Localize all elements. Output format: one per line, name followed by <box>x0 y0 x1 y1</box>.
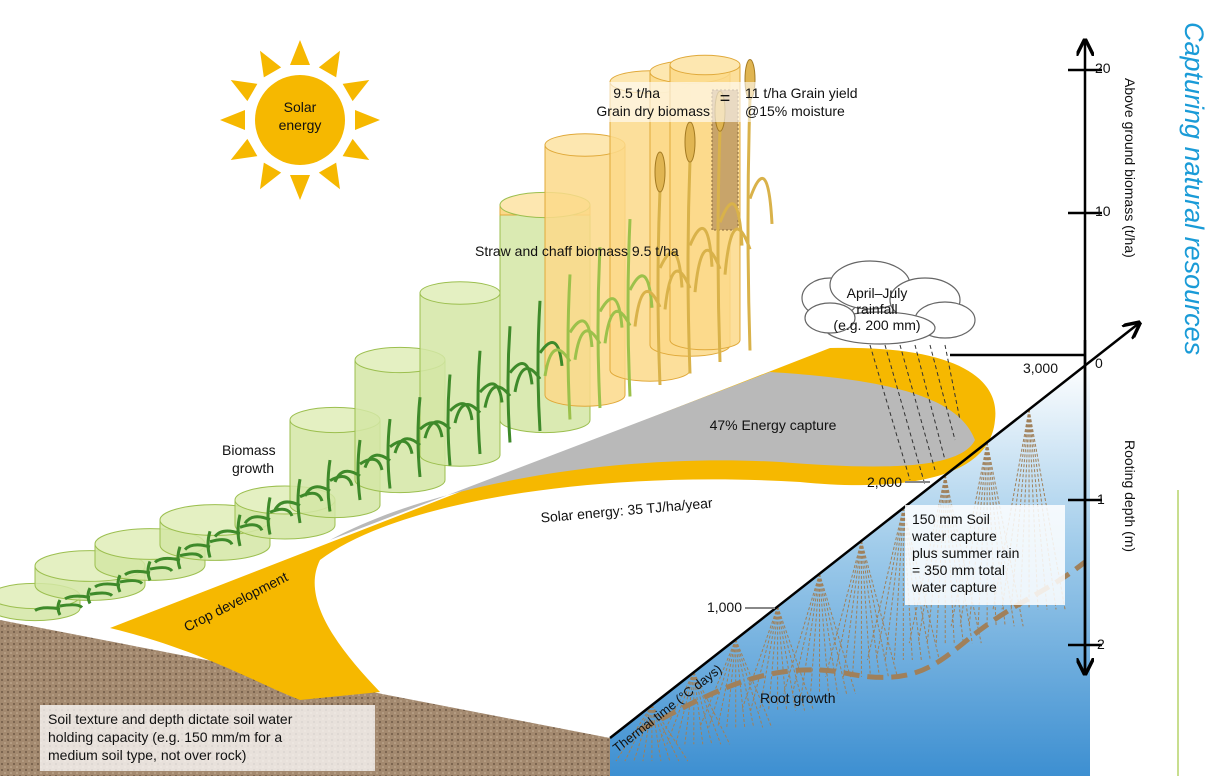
cylinder-top <box>670 55 740 75</box>
diagram: Solar energy 9.5 t/ha Grain dry biomass … <box>0 0 1216 776</box>
illustration <box>0 40 1178 776</box>
sun-label: energy <box>279 117 322 133</box>
thermal-tick-label: 2,000 <box>867 474 902 490</box>
sun-ray <box>343 80 370 101</box>
cylinder <box>420 293 500 466</box>
grain-label: Grain dry biomass <box>596 103 710 119</box>
sun-label: Solar <box>284 99 317 115</box>
water-label: = 350 mm total <box>912 562 1005 578</box>
biomass-tick-label: 20 <box>1095 60 1111 76</box>
leaf <box>750 178 772 224</box>
solar-energy-label: Solar energy: 35 TJ/ha/year <box>540 495 714 526</box>
sun-ray <box>319 163 340 190</box>
rainfall-label: rainfall <box>856 301 897 317</box>
rainfall-label: (e.g. 200 mm) <box>833 317 920 333</box>
thermal-tick-label: 1,000 <box>707 599 742 615</box>
rooting-axis-label: Rooting depth (m) <box>1122 440 1138 552</box>
soil-label: medium soil type, not over rock) <box>48 747 246 763</box>
sun-ray <box>220 110 245 130</box>
grain-head <box>655 152 665 192</box>
soil-label: Soil texture and depth dictate soil wate… <box>48 711 293 727</box>
water-label: plus summer rain <box>912 545 1019 561</box>
energy-capture-label: 47% Energy capture <box>710 417 837 433</box>
sun-ray <box>343 139 370 160</box>
sun-ray <box>290 40 310 65</box>
rainfall-label: April–July <box>847 285 908 301</box>
cylinder-top <box>420 282 500 304</box>
sun-ray <box>231 139 258 160</box>
water-label: 150 mm Soil <box>912 511 990 527</box>
grain-label: = <box>720 88 731 108</box>
biomass-tick-label: 10 <box>1095 203 1111 219</box>
root-growth-label: Root growth <box>760 690 835 706</box>
straw-label: Straw and chaff biomass 9.5 t/ha <box>475 243 679 259</box>
sun-ray <box>260 51 281 78</box>
grain-label: 9.5 t/ha <box>613 85 660 101</box>
biomass-axis-label: Above ground biomass (t/ha) <box>1122 78 1138 258</box>
side-title: Capturing natural resources <box>1179 22 1209 355</box>
rooting-tick-label: 1 <box>1097 491 1105 507</box>
plant <box>748 97 750 350</box>
sun-ray <box>355 110 380 130</box>
grain-head <box>685 122 695 162</box>
soil-label: holding capacity (e.g. 150 mm/m for a <box>48 729 282 745</box>
thermal-tick-label: 3,000 <box>1023 360 1058 376</box>
water-label: water capture <box>911 579 997 595</box>
sun-ray <box>290 175 310 200</box>
sun-ray <box>260 163 281 190</box>
biomass-label: Biomass <box>222 442 276 458</box>
grain-label: @15% moisture <box>745 103 845 119</box>
sun-ray <box>319 51 340 78</box>
grain-label: 11 t/ha Grain yield <box>745 85 858 101</box>
water-label: water capture <box>911 528 997 544</box>
rooting-tick-label: 2 <box>1097 636 1105 652</box>
biomass-tick-label: 0 <box>1095 355 1103 371</box>
biomass-label: growth <box>232 460 274 476</box>
sun-ray <box>231 80 258 101</box>
